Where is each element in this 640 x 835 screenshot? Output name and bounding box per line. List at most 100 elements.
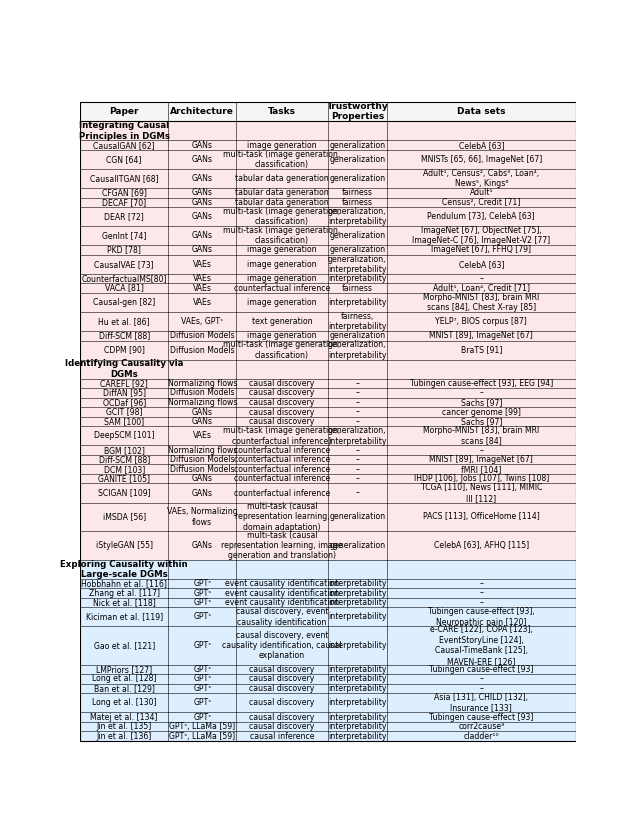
Text: VACA [81]: VACA [81] (105, 284, 143, 292)
Text: causal discovery, event
causality identification, causal
explanation: causal discovery, event causality identi… (222, 630, 342, 660)
Bar (80, 417, 576, 427)
Text: generalization: generalization (329, 155, 385, 164)
Text: interpretability: interpretability (328, 698, 387, 707)
Text: Jin et al. [136]: Jin et al. [136] (97, 731, 152, 741)
Text: GPTˢ: GPTˢ (193, 684, 211, 693)
Text: Data sets: Data sets (457, 107, 506, 116)
Bar (80, 102, 576, 121)
Text: CausalVAE [73]: CausalVAE [73] (94, 260, 154, 269)
Text: ImageNet [67], FFHQ [79]: ImageNet [67], FFHQ [79] (431, 245, 531, 255)
Text: –: – (479, 579, 483, 588)
Text: GPTˢ: GPTˢ (193, 675, 211, 683)
Text: PACS [113], OfficeHome [114]: PACS [113], OfficeHome [114] (423, 513, 540, 521)
Text: causal discovery: causal discovery (250, 665, 315, 674)
Text: GPTˢ: GPTˢ (193, 698, 211, 707)
Text: text generation: text generation (252, 317, 312, 326)
Text: Morpho-MNIST [83], brain MRI
scans [84], Chest X-ray [85]: Morpho-MNIST [83], brain MRI scans [84],… (423, 293, 540, 312)
Text: GPTˢ: GPTˢ (193, 641, 211, 650)
Text: causal discovery: causal discovery (250, 684, 315, 693)
Text: fMRI [104]: fMRI [104] (461, 465, 502, 473)
Text: image generation: image generation (247, 274, 317, 283)
Text: OCDaf [96]: OCDaf [96] (102, 398, 146, 407)
Text: SCIGAN [109]: SCIGAN [109] (98, 488, 150, 498)
Text: image generation: image generation (247, 140, 317, 149)
Text: Diffusion Models: Diffusion Models (170, 455, 235, 464)
Text: Diffusion Models: Diffusion Models (170, 331, 235, 341)
Text: interpretability: interpretability (328, 274, 387, 283)
Text: corr2cause⁹: corr2cause⁹ (458, 722, 504, 731)
Text: Kiciman et al. [119]: Kiciman et al. [119] (86, 612, 163, 621)
Bar (80, 474, 576, 483)
Text: causal inference: causal inference (250, 731, 314, 741)
Text: –: – (355, 417, 359, 426)
Text: counterfactual inference: counterfactual inference (234, 284, 330, 292)
Text: counterfactual inference: counterfactual inference (234, 446, 330, 454)
Text: –: – (479, 274, 483, 283)
Text: CGN [64]: CGN [64] (106, 155, 142, 164)
Text: counterfactual inference: counterfactual inference (234, 455, 330, 464)
Text: Zhang et al. [117]: Zhang et al. [117] (89, 589, 159, 598)
Text: Normalizing flows: Normalizing flows (168, 398, 237, 407)
Text: TCGA [110], News [111], MIMIC
III [112]: TCGA [110], News [111], MIMIC III [112] (420, 483, 542, 503)
Bar (80, 483, 576, 503)
Bar (80, 388, 576, 397)
Text: interpretability: interpretability (328, 598, 387, 607)
Text: VAEs, GPTˢ: VAEs, GPTˢ (181, 317, 223, 326)
Bar (80, 283, 576, 293)
Text: Tubingen cause-effect [93]: Tubingen cause-effect [93] (429, 665, 534, 674)
Bar (80, 312, 576, 331)
Text: Architecture: Architecture (170, 107, 234, 116)
Text: VAEs: VAEs (193, 274, 212, 283)
Text: GPTˢ, LLaMa [59]: GPTˢ, LLaMa [59] (169, 731, 236, 741)
Text: Normalizing flows: Normalizing flows (168, 446, 237, 454)
Text: –: – (479, 446, 483, 454)
Text: interpretability: interpretability (328, 612, 387, 621)
Text: causal discovery: causal discovery (250, 388, 315, 397)
Text: fairness: fairness (342, 189, 372, 197)
Text: fairness: fairness (342, 198, 372, 207)
Text: –: – (479, 675, 483, 683)
Text: Sachs [97]: Sachs [97] (461, 417, 502, 426)
Text: generalization: generalization (329, 231, 385, 240)
Text: counterfactual inference: counterfactual inference (234, 474, 330, 483)
Text: Pendulum [73], CelebA [63]: Pendulum [73], CelebA [63] (428, 212, 535, 221)
Bar (80, 207, 576, 226)
Text: VAEs: VAEs (193, 432, 212, 440)
Text: GANs: GANs (192, 417, 212, 426)
Text: causal discovery: causal discovery (250, 379, 315, 388)
Text: DeepSCM [101]: DeepSCM [101] (94, 432, 154, 440)
Bar (80, 684, 576, 693)
Text: –: – (479, 388, 483, 397)
Text: GANs: GANs (192, 155, 212, 164)
Text: –: – (355, 446, 359, 454)
Text: e-CARE [122], COPA [123],
EventStoryLine [124],
Causal-TimeBank [125],
MAVEN-ERE: e-CARE [122], COPA [123], EventStoryLine… (430, 625, 532, 665)
Text: Diffusion Models: Diffusion Models (170, 465, 235, 473)
Text: –: – (355, 407, 359, 417)
Bar (80, 245, 576, 255)
Text: fairness: fairness (342, 284, 372, 292)
Text: iStyleGAN [55]: iStyleGAN [55] (95, 541, 153, 550)
Text: Tasks: Tasks (268, 107, 296, 116)
Text: interpretability: interpretability (328, 675, 387, 683)
Text: CelebA [63]: CelebA [63] (458, 260, 504, 269)
Text: GANs: GANs (192, 488, 212, 498)
Text: Nick et al. [118]: Nick et al. [118] (93, 598, 156, 607)
Text: Census², Credit [71]: Census², Credit [71] (442, 198, 520, 207)
Text: Adult¹, Census², Cabs³, Loan⁴,
News⁵, Kings⁶: Adult¹, Census², Cabs³, Loan⁴, News⁵, Ki… (423, 169, 540, 188)
Text: Asia [131], CHILD [132],
Insurance [133]: Asia [131], CHILD [132], Insurance [133] (435, 693, 528, 712)
Text: interpretability: interpretability (328, 731, 387, 741)
Text: –: – (355, 398, 359, 407)
Text: causal discovery: causal discovery (250, 407, 315, 417)
Text: interpretability: interpretability (328, 589, 387, 598)
Text: interpretability: interpretability (328, 641, 387, 650)
Text: VAEs: VAEs (193, 284, 212, 292)
Text: Causal-gen [82]: Causal-gen [82] (93, 298, 156, 307)
Bar (80, 293, 576, 312)
Bar (80, 427, 576, 445)
Bar (80, 121, 576, 140)
Text: causal discovery, event
causality identification: causal discovery, event causality identi… (236, 607, 328, 626)
Bar (80, 226, 576, 245)
Text: CelebA [63]: CelebA [63] (458, 140, 504, 149)
Text: causal discovery: causal discovery (250, 712, 315, 721)
Text: Tubingen cause-effect [93], EEG [94]: Tubingen cause-effect [93], EEG [94] (410, 379, 553, 388)
